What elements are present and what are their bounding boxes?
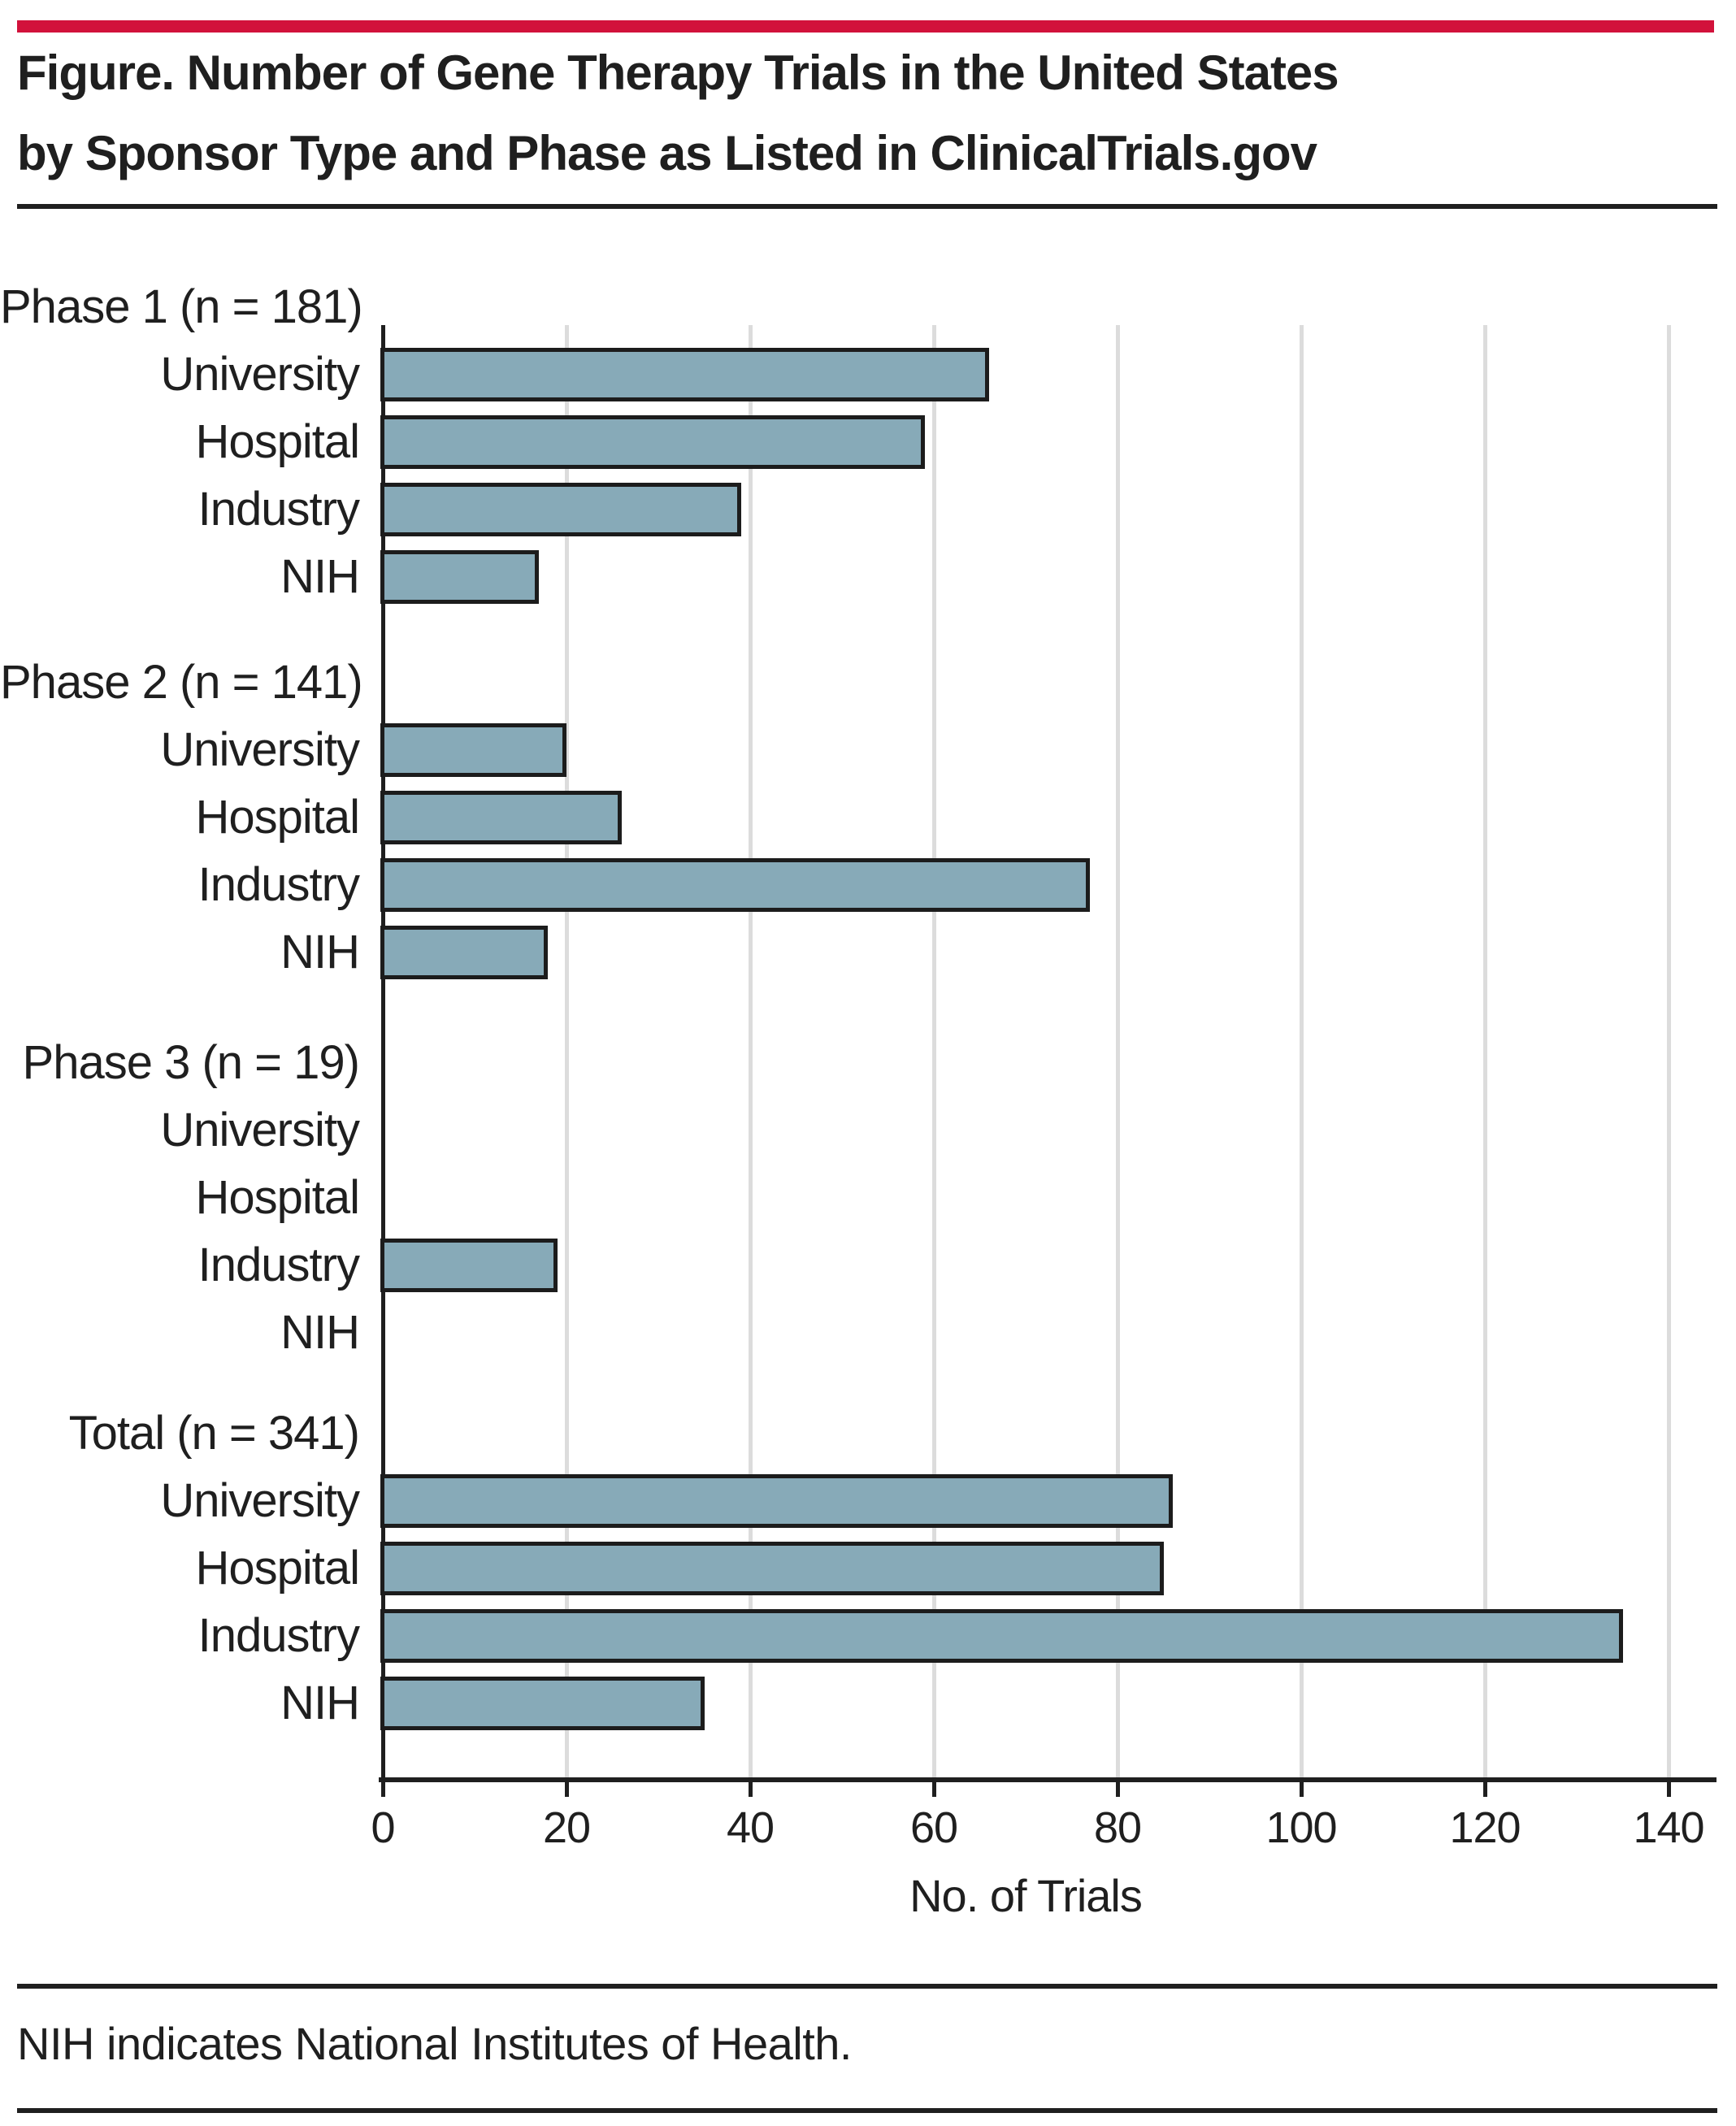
row-label-industry: Industry (197, 858, 360, 911)
bar-nih-group4 (380, 1677, 705, 1730)
x-tick-label-100: 100 (1265, 1803, 1337, 1852)
bar-university-group2 (380, 723, 566, 777)
x-tick-140 (1667, 1782, 1671, 1797)
x-tick-label-80: 80 (1093, 1803, 1142, 1852)
x-tick-label-20: 20 (542, 1803, 591, 1852)
x-tick-60 (932, 1782, 936, 1797)
bar-industry-group4 (380, 1609, 1623, 1663)
jama-accent-bar (17, 20, 1714, 33)
bar-nih-group2 (380, 926, 548, 979)
row-label-hospital: Hospital (195, 415, 360, 468)
gridline-140 (1667, 325, 1671, 1780)
gridline-60 (932, 325, 936, 1780)
gridline-120 (1483, 325, 1487, 1780)
figure-title-line2: by Sponsor Type and Phase as Listed in C… (17, 126, 1317, 180)
x-tick-40 (749, 1782, 753, 1797)
gridline-40 (749, 325, 753, 1780)
x-tick-80 (1116, 1782, 1120, 1797)
bar-hospital-group1 (380, 415, 925, 469)
row-label-hospital: Hospital (195, 1171, 360, 1224)
row-label-nih: NIH (280, 926, 360, 978)
figure-title-line1: Figure. Number of Gene Therapy Trials in… (17, 46, 1339, 100)
x-tick-label-40: 40 (726, 1803, 775, 1852)
group-heading-3: Phase 3 (n = 19) (22, 1036, 360, 1089)
row-label-nih: NIH (280, 550, 360, 603)
bar-industry-group2 (380, 858, 1090, 912)
group-heading-2: Phase 2 (n = 141) (0, 656, 363, 709)
bar-university-group4 (380, 1474, 1173, 1528)
row-label-industry: Industry (197, 483, 360, 536)
x-tick-0 (381, 1782, 385, 1797)
footnote-bottom-rule (17, 2108, 1717, 2113)
row-label-university: University (160, 348, 360, 401)
figure-title: Figure. Number of Gene Therapy Trials in… (17, 33, 1339, 193)
x-tick-label-120: 120 (1449, 1803, 1521, 1852)
bar-nih-group1 (380, 550, 539, 604)
row-label-university: University (160, 1104, 360, 1156)
x-tick-label-140: 140 (1633, 1803, 1704, 1852)
row-label-hospital: Hospital (195, 791, 360, 844)
x-tick-20 (565, 1782, 569, 1797)
bar-university-group1 (380, 348, 989, 401)
row-label-hospital: Hospital (195, 1542, 360, 1594)
gridline-20 (565, 325, 569, 1780)
row-label-industry: Industry (197, 1239, 360, 1291)
x-tick-label-0: 0 (371, 1803, 395, 1852)
row-label-nih: NIH (280, 1306, 360, 1359)
row-label-nih: NIH (280, 1677, 360, 1729)
y-axis-line (381, 325, 385, 1782)
x-tick-label-60: 60 (909, 1803, 958, 1852)
x-tick-120 (1483, 1782, 1487, 1797)
group-heading-4: Total (n = 341) (68, 1407, 360, 1460)
gridline-80 (1116, 325, 1120, 1780)
title-divider-rule (17, 204, 1717, 209)
x-axis-line (379, 1777, 1716, 1782)
bar-industry-group1 (380, 483, 741, 536)
x-axis-title: No. of Trials (909, 1870, 1143, 1921)
row-label-university: University (160, 723, 360, 776)
row-label-industry: Industry (197, 1609, 360, 1662)
bar-industry-group3 (380, 1239, 558, 1292)
row-label-university: University (160, 1474, 360, 1527)
bar-hospital-group2 (380, 791, 622, 844)
group-heading-1: Phase 1 (n = 181) (0, 280, 363, 333)
x-tick-100 (1300, 1782, 1304, 1797)
gridline-100 (1300, 325, 1304, 1780)
footnote-top-rule (17, 1984, 1717, 1989)
bar-hospital-group4 (380, 1542, 1164, 1595)
footnote-text: NIH indicates National Institutes of Hea… (17, 2018, 852, 2069)
